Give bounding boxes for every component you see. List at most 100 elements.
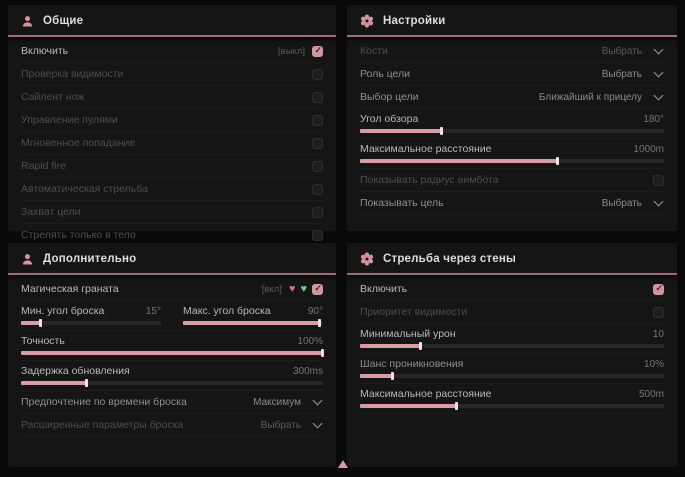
toggle-row-bullet-control[interactable]: Управление пулями (21, 109, 323, 132)
row-label: Включить (21, 45, 69, 57)
slider-fill (21, 349, 324, 357)
slider-value: 1000m (633, 143, 664, 155)
slider-fill (360, 372, 395, 380)
row-label: Управление пулями (21, 114, 118, 126)
row-label: Максимальное расстояние (360, 388, 492, 400)
slider-track[interactable] (21, 379, 323, 387)
panel-settings-header: Настройки (347, 5, 677, 37)
slider-row-penetration-chance[interactable]: Шанс проникновения 10% (360, 354, 664, 384)
dropdown-value[interactable]: Ближайший к прицелу (538, 91, 642, 103)
heart-pink-icon[interactable]: ♥ (288, 282, 296, 295)
slider-track[interactable] (183, 319, 323, 327)
panel-title: Общие (43, 15, 84, 27)
row-label: Приоритет видимости (360, 306, 468, 318)
cursor-pointer (338, 460, 348, 468)
checkbox[interactable] (312, 206, 323, 218)
toggle-row-enable-wallbang[interactable]: Включить (360, 278, 664, 301)
toggle-row-silent-knife[interactable]: Сайлент нож (21, 86, 323, 109)
checkbox[interactable] (312, 137, 323, 149)
chevron-down-icon[interactable] (653, 44, 664, 54)
slider-fill (360, 127, 444, 135)
keybind-hint: [вкл] (261, 283, 282, 295)
slider-value: 300ms (292, 365, 323, 377)
checkbox[interactable] (312, 68, 323, 80)
row-label: Минимальный урон (360, 328, 456, 340)
checkbox[interactable] (312, 283, 323, 295)
slider-track[interactable] (360, 402, 664, 410)
slider-row-fov[interactable]: Угол обзора 180° (360, 109, 664, 139)
slider-max-throw-angle[interactable]: Макс. угол броска 90° (183, 303, 323, 330)
slider-fill (21, 379, 89, 387)
toggle-row-target-lock[interactable]: Захват цели (21, 201, 323, 224)
gear-flower-icon (360, 252, 374, 266)
panel-settings-rows: Кости Выбрать Роль цели Выбрать Выбор це… (347, 37, 677, 215)
panel-title: Настройки (383, 15, 446, 27)
checkbox[interactable] (653, 283, 664, 295)
checkbox[interactable] (653, 174, 664, 186)
panel-additional: Дополнительно Магическая граната [вкл] ♥… (8, 243, 336, 467)
row-label: Угол обзора (360, 113, 419, 125)
slider-track[interactable] (360, 127, 664, 135)
toggle-row-visibility-priority[interactable]: Приоритет видимости (360, 301, 664, 324)
chevron-down-icon[interactable] (653, 90, 664, 100)
slider-track[interactable] (360, 342, 664, 350)
row-label: Автоматическая стрельба (21, 183, 148, 195)
toggle-row-magic-grenade[interactable]: Магическая граната [вкл] ♥ ♥ (21, 278, 323, 301)
chevron-down-icon[interactable] (653, 67, 664, 77)
panel-settings: Настройки Кости Выбрать Роль цели Выбрат… (347, 5, 677, 231)
chevron-down-icon[interactable] (312, 395, 323, 405)
dropdown-value[interactable]: Выбрать (601, 68, 642, 80)
toggle-row-enable[interactable]: Включить [выкл] (21, 40, 323, 63)
slider-min-throw-angle[interactable]: Мин. угол броска 15° (21, 303, 161, 330)
dropdown-value[interactable]: Выбрать (601, 45, 642, 57)
row-label: Показывать радиус аимбота (360, 174, 499, 186)
checkbox[interactable] (312, 229, 323, 241)
slider-track[interactable] (21, 349, 324, 357)
chevron-down-icon[interactable] (653, 196, 664, 206)
row-label: Расширенные параметры броска (21, 419, 184, 431)
dropdown-row-advanced-throw-params[interactable]: Расширенные параметры броска Выбрать (21, 414, 323, 437)
panel-title: Стрельба через стены (383, 253, 517, 265)
person-icon (21, 253, 34, 266)
checkbox[interactable] (312, 183, 323, 195)
heart-green-icon[interactable]: ♥ (300, 282, 307, 295)
checkbox[interactable] (312, 91, 323, 103)
chevron-down-icon[interactable] (312, 418, 323, 428)
slider-value: 10% (643, 358, 664, 370)
dropdown-row-throw-time-preference[interactable]: Предпочтение по времени броска Максимум (21, 391, 323, 414)
toggle-row-instant-hit[interactable]: Мгновенное попадание (21, 132, 323, 155)
slider-track[interactable] (360, 157, 664, 165)
row-label: Проверка видимости (21, 68, 124, 80)
dropdown-row-target-select[interactable]: Выбор цели Ближайший к прицелу (360, 86, 664, 109)
dropdown-value[interactable]: Выбрать (260, 419, 301, 431)
slider-track[interactable] (21, 319, 161, 327)
toggle-row-rapid-fire[interactable]: Rapid fire (21, 155, 323, 178)
row-label: Стрелять только в тело (21, 229, 136, 241)
slider-row-max-distance-walls[interactable]: Максимальное расстояние 500m (360, 384, 664, 414)
dropdown-row-bones[interactable]: Кости Выбрать (360, 40, 664, 63)
dropdown-value[interactable]: Максимум (253, 396, 301, 408)
slider-value: 15° (145, 305, 161, 317)
dropdown-value[interactable]: Выбрать (601, 197, 642, 209)
slider-value: 180° (643, 113, 664, 125)
row-label: Мгновенное попадание (21, 137, 136, 149)
checkbox[interactable] (312, 114, 323, 126)
dropdown-row-show-target[interactable]: Показывать цель Выбрать (360, 192, 664, 215)
slider-row-min-damage[interactable]: Минимальный урон 10 (360, 324, 664, 354)
row-label: Макс. угол броска (183, 305, 271, 317)
row-label: Максимальное расстояние (360, 143, 492, 155)
checkbox[interactable] (312, 45, 323, 57)
checkbox[interactable] (312, 160, 323, 172)
slider-value: 90° (307, 305, 323, 317)
toggle-row-show-aimbot-radius[interactable]: Показывать радиус аимбота (360, 169, 664, 192)
slider-row-accuracy[interactable]: Точность 100% (21, 331, 324, 361)
slider-row-update-delay[interactable]: Задержка обновления 300ms (21, 361, 323, 391)
checkbox[interactable] (653, 306, 664, 318)
dropdown-row-target-role[interactable]: Роль цели Выбрать (360, 63, 664, 86)
slider-track[interactable] (360, 372, 664, 380)
slider-row-max-distance[interactable]: Максимальное расстояние 1000m (360, 139, 664, 169)
slider-value: 100% (297, 335, 323, 347)
toggle-row-visibility-check[interactable]: Проверка видимости (21, 63, 323, 86)
toggle-row-auto-fire[interactable]: Автоматическая стрельба (21, 178, 323, 201)
row-label: Задержка обновления (21, 365, 130, 377)
